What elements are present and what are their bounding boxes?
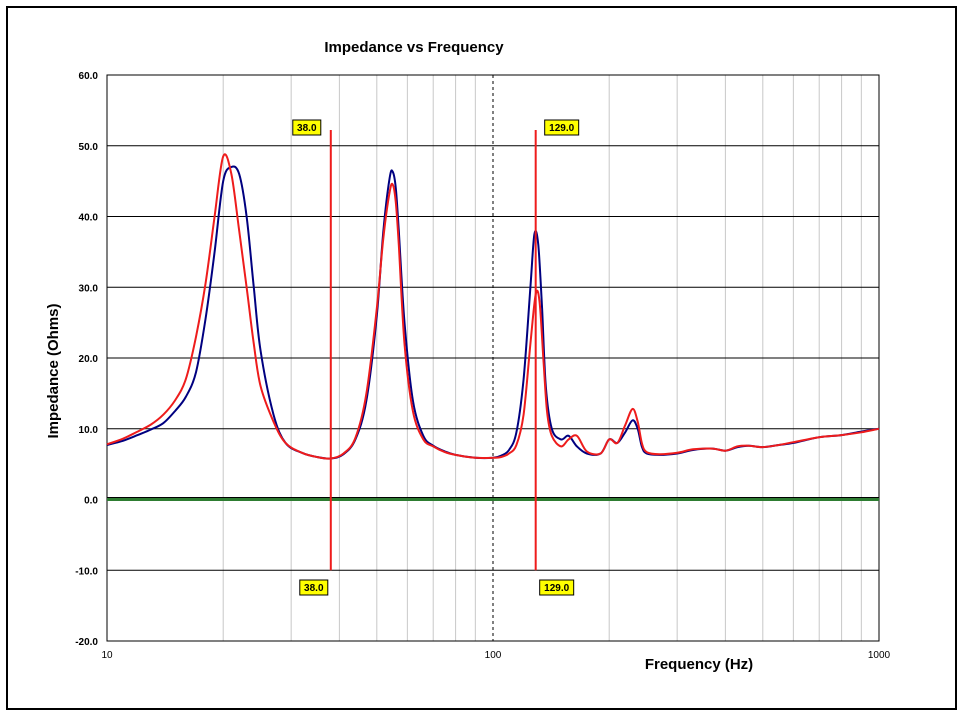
zero-line-layer — [107, 497, 879, 501]
grid — [107, 75, 879, 641]
marker-label-bottom-box — [539, 579, 575, 596]
y-tick-label: 50.0 — [79, 142, 99, 153]
marker-label-bottom: 38.0 — [304, 583, 324, 594]
x-tick-labels: 10 100 1000 — [101, 650, 890, 661]
y-tick-label: 40.0 — [79, 213, 99, 224]
y-axis-title: Impedance (Ohms) — [45, 303, 62, 438]
y-tick-label: -10.0 — [75, 566, 98, 577]
y-tick-label: -20.0 — [75, 637, 98, 648]
y-tick-label: 60.0 — [79, 71, 99, 82]
marker-label-top-box — [544, 119, 580, 136]
x-tick-label: 100 — [485, 650, 502, 661]
y-tick-labels: 60.0 50.0 40.0 30.0 20.0 10.0 0.0 -10.0 -20.0 — [75, 71, 98, 648]
x-tick-label: 1000 — [868, 650, 891, 661]
x-axis-title: Frequency (Hz) — [645, 656, 753, 673]
marker-label-bottom-box — [299, 579, 329, 596]
marker-label-top-box — [292, 119, 322, 136]
y-tick-label: 10.0 — [79, 425, 99, 436]
x-tick-label: 10 — [101, 650, 113, 661]
marker-label-bottom: 129.0 — [544, 583, 569, 594]
series-line-2 — [106, 153, 880, 460]
marker-layer: 38.0 38.0 129.0 129.0 — [292, 119, 580, 596]
marker-label-top: 129.0 — [549, 123, 574, 134]
plot-area — [106, 74, 880, 642]
marker-label-top: 38.0 — [297, 123, 317, 134]
series-layer — [106, 153, 880, 460]
y-tick-label: 20.0 — [79, 354, 99, 365]
chart-title: Impedance vs Frequency — [324, 39, 504, 56]
y-tick-label: 30.0 — [79, 283, 99, 294]
y-tick-label: 0.0 — [84, 496, 98, 507]
